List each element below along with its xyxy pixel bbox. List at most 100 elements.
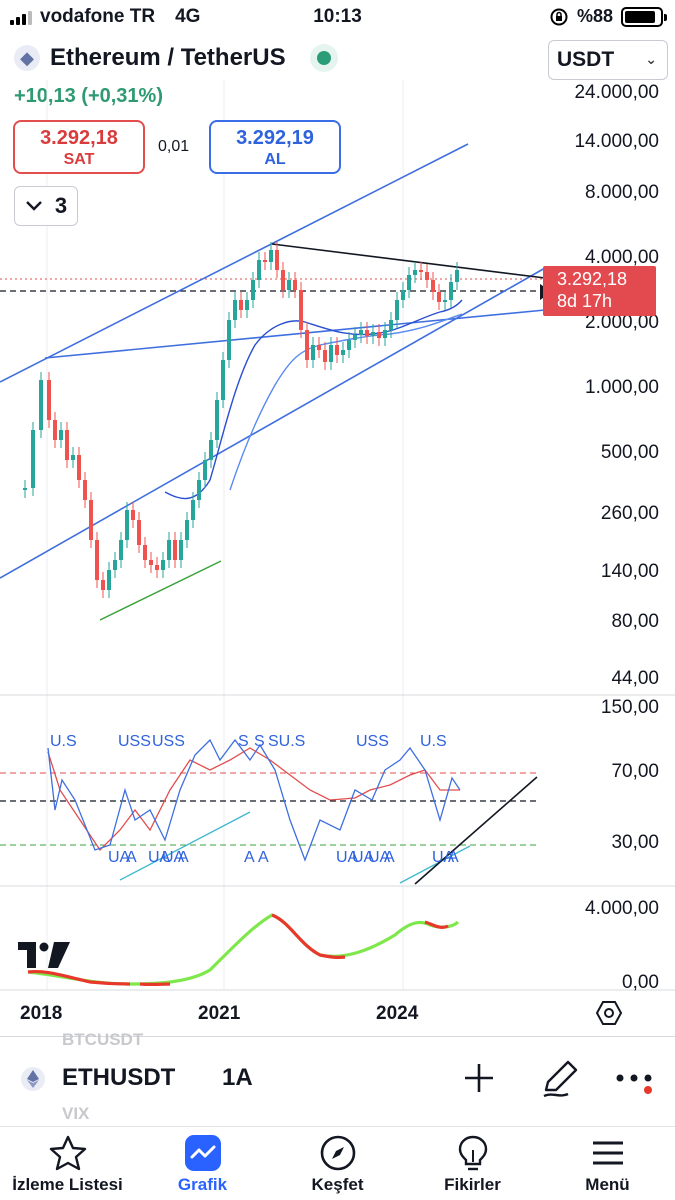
candle-body: [395, 300, 399, 320]
candle-body: [425, 272, 429, 280]
carrier-label: vodafone TR: [40, 6, 156, 27]
candle-body: [53, 420, 57, 440]
candle-body: [287, 280, 291, 290]
chart-settings-icon[interactable]: [596, 1000, 622, 1026]
tab-menu[interactable]: Menü: [540, 1133, 675, 1195]
currency-value: USDT: [557, 48, 615, 71]
candle-body: [371, 332, 375, 336]
candle-body: [329, 345, 333, 362]
x-tick-2018: 2018: [20, 1003, 63, 1024]
price-tick-label: 1.000,00: [585, 377, 659, 398]
symbol-header[interactable]: ◆ Ethereum / TetherUS: [14, 44, 338, 72]
price-tick-label: 2.000,00: [585, 312, 659, 333]
candle-body: [119, 540, 123, 560]
add-icon[interactable]: [461, 1060, 497, 1096]
tab-explore-label: Keşfet: [311, 1175, 364, 1194]
price-tick-label: 500,00: [600, 442, 659, 463]
candle-body: [173, 540, 177, 560]
candle-body: [389, 320, 393, 330]
oscillator-tick-label: 30,00: [611, 832, 659, 853]
symbol-bar: [0, 1036, 675, 1126]
trend-line-blue: [44, 309, 546, 359]
menu-icon: [592, 1141, 623, 1165]
tab-menu-label: Menü: [585, 1175, 630, 1194]
ethereum-icon: [21, 1067, 45, 1091]
drawing-tool-icon[interactable]: [538, 1056, 582, 1100]
moving-average-2: [229, 313, 463, 491]
interval-selector[interactable]: 1A: [222, 1064, 253, 1091]
candle-body: [107, 570, 111, 590]
compass-icon: [320, 1135, 355, 1171]
bottom-symbol-name[interactable]: ETHUSDT: [62, 1064, 176, 1091]
candle-body: [269, 250, 273, 262]
candle-body: [257, 260, 261, 280]
buy-price: 3.292,19: [236, 127, 314, 149]
candle-body: [227, 320, 231, 360]
candle-body: [113, 560, 117, 570]
candle-body: [65, 430, 69, 460]
resistance-line-black: [271, 243, 546, 279]
battery-percent: %88: [576, 6, 613, 26]
support-line-green: [99, 560, 222, 621]
candle-body: [245, 300, 249, 310]
candle-body: [83, 480, 87, 500]
candle-body: [413, 270, 417, 275]
oscillator-top-marker: U.S: [420, 733, 447, 750]
price-tick-label: 24.000,00: [574, 82, 659, 103]
price-tick-label: 14.000,00: [574, 131, 659, 152]
candle-body: [89, 500, 93, 540]
candle-body: [23, 488, 27, 490]
oscillator-bottom-marker: UA: [162, 849, 185, 866]
currency-select[interactable]: USDT ⌄: [548, 40, 668, 80]
candle-body: [317, 345, 321, 350]
tab-watchlist[interactable]: İzleme Listesi: [0, 1133, 135, 1195]
lightbulb-icon: [458, 1135, 487, 1171]
symbol-title[interactable]: Ethereum / TetherUS: [50, 44, 286, 71]
star-icon: [49, 1135, 86, 1171]
oscillator-tick-label: 70,00: [611, 761, 659, 782]
price-tick-label: 260,00: [600, 503, 659, 524]
signal-icon: [10, 9, 32, 25]
tab-chart[interactable]: Grafik: [135, 1133, 270, 1195]
more-options-icon[interactable]: [612, 1066, 658, 1096]
candle-body: [197, 480, 201, 500]
candle-body: [131, 510, 135, 520]
volume-indicator-red-1: [27, 969, 131, 986]
candle-body: [251, 280, 255, 300]
oscillator-bottom-marker: A: [244, 849, 255, 866]
indicators-toggle-button[interactable]: 3: [14, 186, 78, 226]
price-tick-label: 4.000,00: [585, 247, 659, 268]
tab-explore[interactable]: Keşfet: [270, 1133, 405, 1195]
chevron-down-icon: [26, 201, 42, 211]
price-tick-label: 44,00: [611, 668, 659, 689]
volume-indicator-red-3: [271, 913, 346, 959]
candles-group: [23, 242, 459, 598]
status-right: %88: [549, 6, 667, 27]
oscillator-trend-line-black: [414, 776, 538, 885]
candle-body: [71, 455, 75, 460]
tab-ideas[interactable]: Fikirler: [405, 1133, 540, 1195]
candle-body: [299, 290, 303, 330]
candle-body: [281, 270, 285, 290]
candle-body: [347, 340, 351, 350]
candle-body: [305, 330, 309, 360]
candle-body: [155, 565, 159, 570]
oscillator-bottom-marker: UA: [336, 849, 359, 866]
tab-bar: İzleme Listesi Grafik Keşfet Fikirl: [0, 1126, 675, 1200]
candle-body: [353, 335, 357, 340]
oscillator-top-marker: USS: [118, 733, 151, 750]
status-time: 10:13: [313, 6, 362, 27]
candle-body: [167, 540, 171, 560]
candle-body: [221, 360, 225, 400]
chart-icon: [184, 1135, 221, 1171]
buy-button[interactable]: 3.292,19 AL: [209, 120, 341, 174]
sell-button[interactable]: 3.292,18 SAT: [13, 120, 145, 174]
oscillator-main-line: [47, 738, 461, 862]
candle-body: [341, 350, 345, 355]
candle-body: [401, 290, 405, 300]
oscillator-trend-line-cyan: [119, 811, 251, 881]
candle-body: [293, 280, 297, 290]
tradingview-logo-icon: [18, 942, 70, 968]
price-tick-label: 140,00: [600, 561, 659, 582]
